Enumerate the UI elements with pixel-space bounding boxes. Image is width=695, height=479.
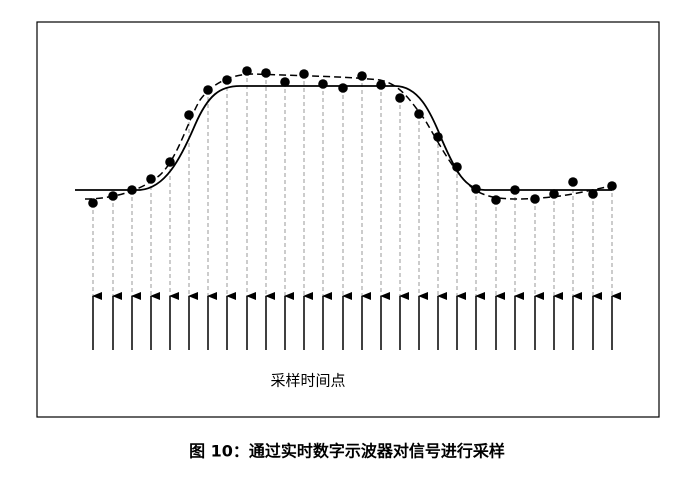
sample-dot	[338, 83, 348, 93]
sample-dot	[395, 93, 405, 103]
sample-dot	[280, 77, 290, 87]
sample-dot	[357, 71, 367, 81]
sample-dot	[318, 79, 328, 89]
sample-dot	[146, 174, 156, 184]
sample-dot	[242, 66, 252, 76]
sample-dot	[88, 198, 98, 208]
sample-dot	[376, 80, 386, 90]
sample-dot	[203, 85, 213, 95]
sample-dot	[568, 177, 578, 187]
frame	[36, 21, 660, 418]
reconstructed-curve	[84, 73, 613, 200]
signal-curve	[75, 85, 612, 191]
sample-dot	[299, 69, 309, 79]
sample-dot	[588, 189, 598, 199]
sample-dot	[222, 75, 232, 85]
caption: 图 10：通过实时数字示波器对信号进行采样	[189, 442, 505, 461]
axis-label: 采样时间点	[270, 372, 345, 390]
samples	[88, 66, 621, 350]
sample-dot	[261, 68, 271, 78]
